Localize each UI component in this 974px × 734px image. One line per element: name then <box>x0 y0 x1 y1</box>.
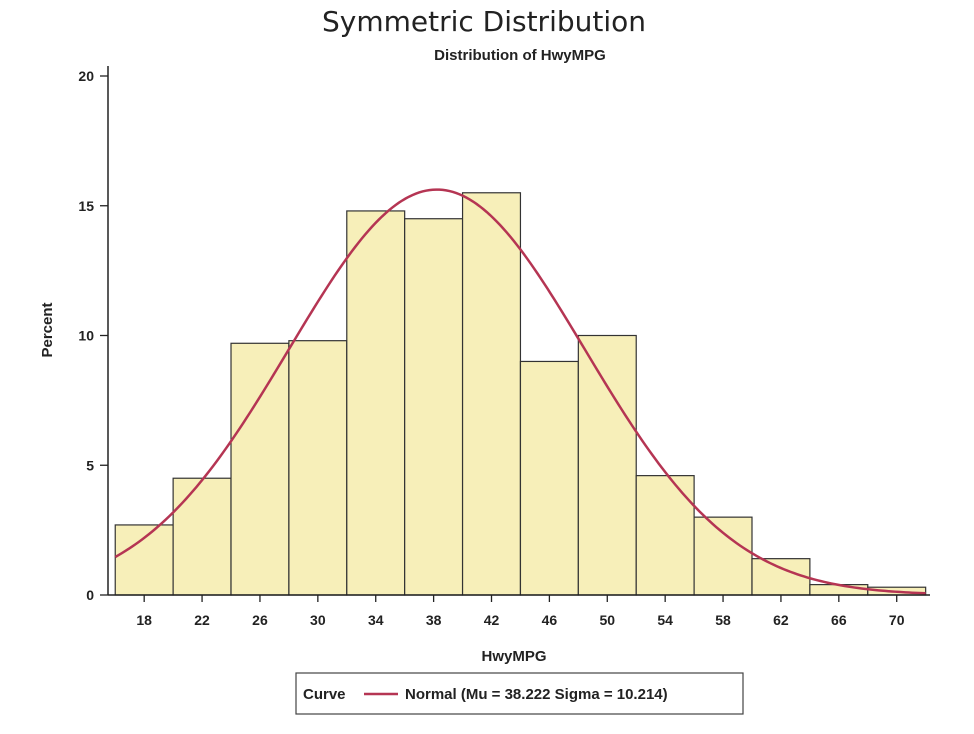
x-tick-label: 66 <box>831 612 847 628</box>
bars-group <box>114 192 927 596</box>
x-tick-label: 50 <box>599 612 615 628</box>
x-tick-label: 38 <box>426 612 442 628</box>
histogram-bar <box>288 340 348 596</box>
y-tick-label: 20 <box>78 68 94 84</box>
x-tick-label: 58 <box>715 612 731 628</box>
histogram-bar <box>404 218 464 596</box>
histogram-bar <box>519 360 579 596</box>
y-tick-label: 10 <box>78 328 94 344</box>
x-tick-label: 22 <box>194 612 210 628</box>
x-tick-label: 34 <box>368 612 384 628</box>
x-ticks-group: 18 22 26 30 34 38 42 46 50 54 58 62 66 70 <box>136 595 905 628</box>
chart-subtitle: Distribution of HwyMPG <box>434 47 606 64</box>
histogram-bar <box>346 210 406 596</box>
x-tick-label: 70 <box>889 612 905 628</box>
histogram-bar <box>693 516 753 596</box>
histogram-bar <box>635 475 695 596</box>
histogram-bar <box>114 524 174 596</box>
histogram-bar <box>461 192 522 596</box>
x-axis-label: HwyMPG <box>481 648 546 665</box>
x-tick-label: 54 <box>657 612 673 628</box>
y-tick-label: 0 <box>86 587 94 603</box>
y-axis-label: Percent <box>39 302 56 357</box>
normal-curve-line <box>114 188 926 595</box>
x-tick-label: 46 <box>542 612 558 628</box>
legend: Curve Normal (Mu = 38.222 Sigma = 10.214… <box>295 672 744 715</box>
legend-normal-entry: Normal (Mu = 38.222 Sigma = 10.214) <box>405 686 668 703</box>
x-tick-label: 62 <box>773 612 789 628</box>
x-tick-label: 42 <box>484 612 500 628</box>
histogram-bar <box>577 334 637 596</box>
y-tick-label: 5 <box>86 457 94 473</box>
x-tick-label: 18 <box>136 612 152 628</box>
axes-group <box>107 66 930 596</box>
histogram-bar <box>230 342 290 596</box>
x-tick-label: 26 <box>252 612 268 628</box>
x-tick-label: 30 <box>310 612 326 628</box>
histogram-bar <box>172 477 232 596</box>
histogram-bar <box>751 558 811 596</box>
y-ticks-group: 0 5 10 15 20 <box>78 68 108 603</box>
legend-curve-label: Curve <box>303 686 346 703</box>
y-tick-label: 15 <box>78 198 94 214</box>
chart-title: Symmetric Distribution <box>322 5 646 38</box>
